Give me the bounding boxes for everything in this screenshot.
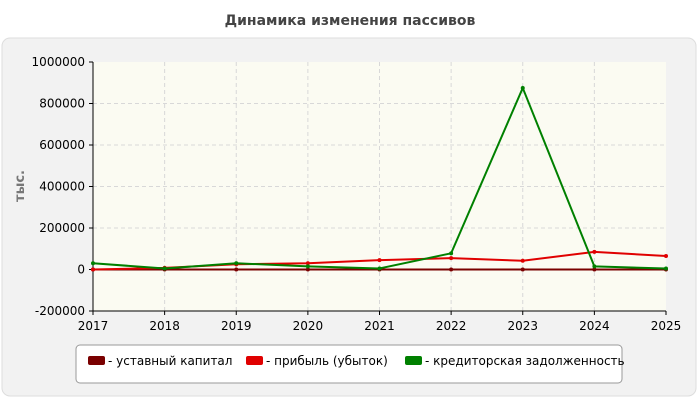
x-tick-label: 2019 <box>221 319 252 333</box>
data-point <box>305 264 310 269</box>
data-point <box>449 251 454 256</box>
x-tick-label: 2021 <box>364 319 395 333</box>
legend-box <box>75 344 623 384</box>
data-point <box>377 266 382 271</box>
data-point <box>520 267 525 272</box>
data-point <box>305 267 310 272</box>
y-tick-labels: -200000 0 200000 400000 600000 800000 1000000 <box>32 55 85 318</box>
legend-swatch-2 <box>405 356 422 365</box>
y-tick-label: 0 <box>77 263 85 277</box>
data-point <box>520 258 525 263</box>
data-point <box>305 261 310 266</box>
data-point <box>91 261 95 266</box>
legend: - уставный капитал - прибыль (убыток) - кр… <box>88 354 625 368</box>
data-point <box>449 267 454 272</box>
legend-swatch-0 <box>88 356 105 365</box>
data-point <box>664 254 668 259</box>
data-point <box>592 267 597 272</box>
legend-label-1: - прибыль (убыток) <box>266 354 388 368</box>
x-tick-label: 2023 <box>507 319 538 333</box>
data-point <box>91 267 95 272</box>
legend-label-0: - уставный капитал <box>108 354 232 368</box>
y-tick-label: 600000 <box>39 138 85 152</box>
data-point <box>592 249 597 254</box>
data-point <box>377 258 382 263</box>
y-tick-label: 200000 <box>39 221 85 235</box>
data-point <box>234 261 239 266</box>
series <box>91 85 668 272</box>
x-tick-label: 2022 <box>436 319 467 333</box>
x-tick-label: 2017 <box>78 319 109 333</box>
data-point <box>162 266 167 271</box>
y-axis-label: тыс. <box>13 170 28 202</box>
legend-swatch-1 <box>246 356 263 365</box>
x-tick-labels: 2017 2018 2019 2020 2021 2022 2023 2024 2025 <box>78 319 682 333</box>
legend-label-2: - кредиторская задолженность <box>425 354 625 368</box>
y-tick-label: 800000 <box>39 97 85 111</box>
x-tick-label: 2020 <box>293 319 324 333</box>
data-point <box>234 267 239 272</box>
chart-title: Динамика изменения пассивов <box>225 13 476 29</box>
x-tick-label: 2024 <box>579 319 610 333</box>
y-tick-label: -200000 <box>35 304 85 318</box>
y-tick-label: 400000 <box>39 180 85 194</box>
data-point <box>520 85 525 90</box>
data-point <box>592 264 597 269</box>
y-tick-label: 1000000 <box>32 55 85 69</box>
x-tick-label: 2018 <box>149 319 180 333</box>
x-tick-label: 2025 <box>651 319 682 333</box>
data-point <box>449 256 454 261</box>
data-point <box>664 266 668 271</box>
